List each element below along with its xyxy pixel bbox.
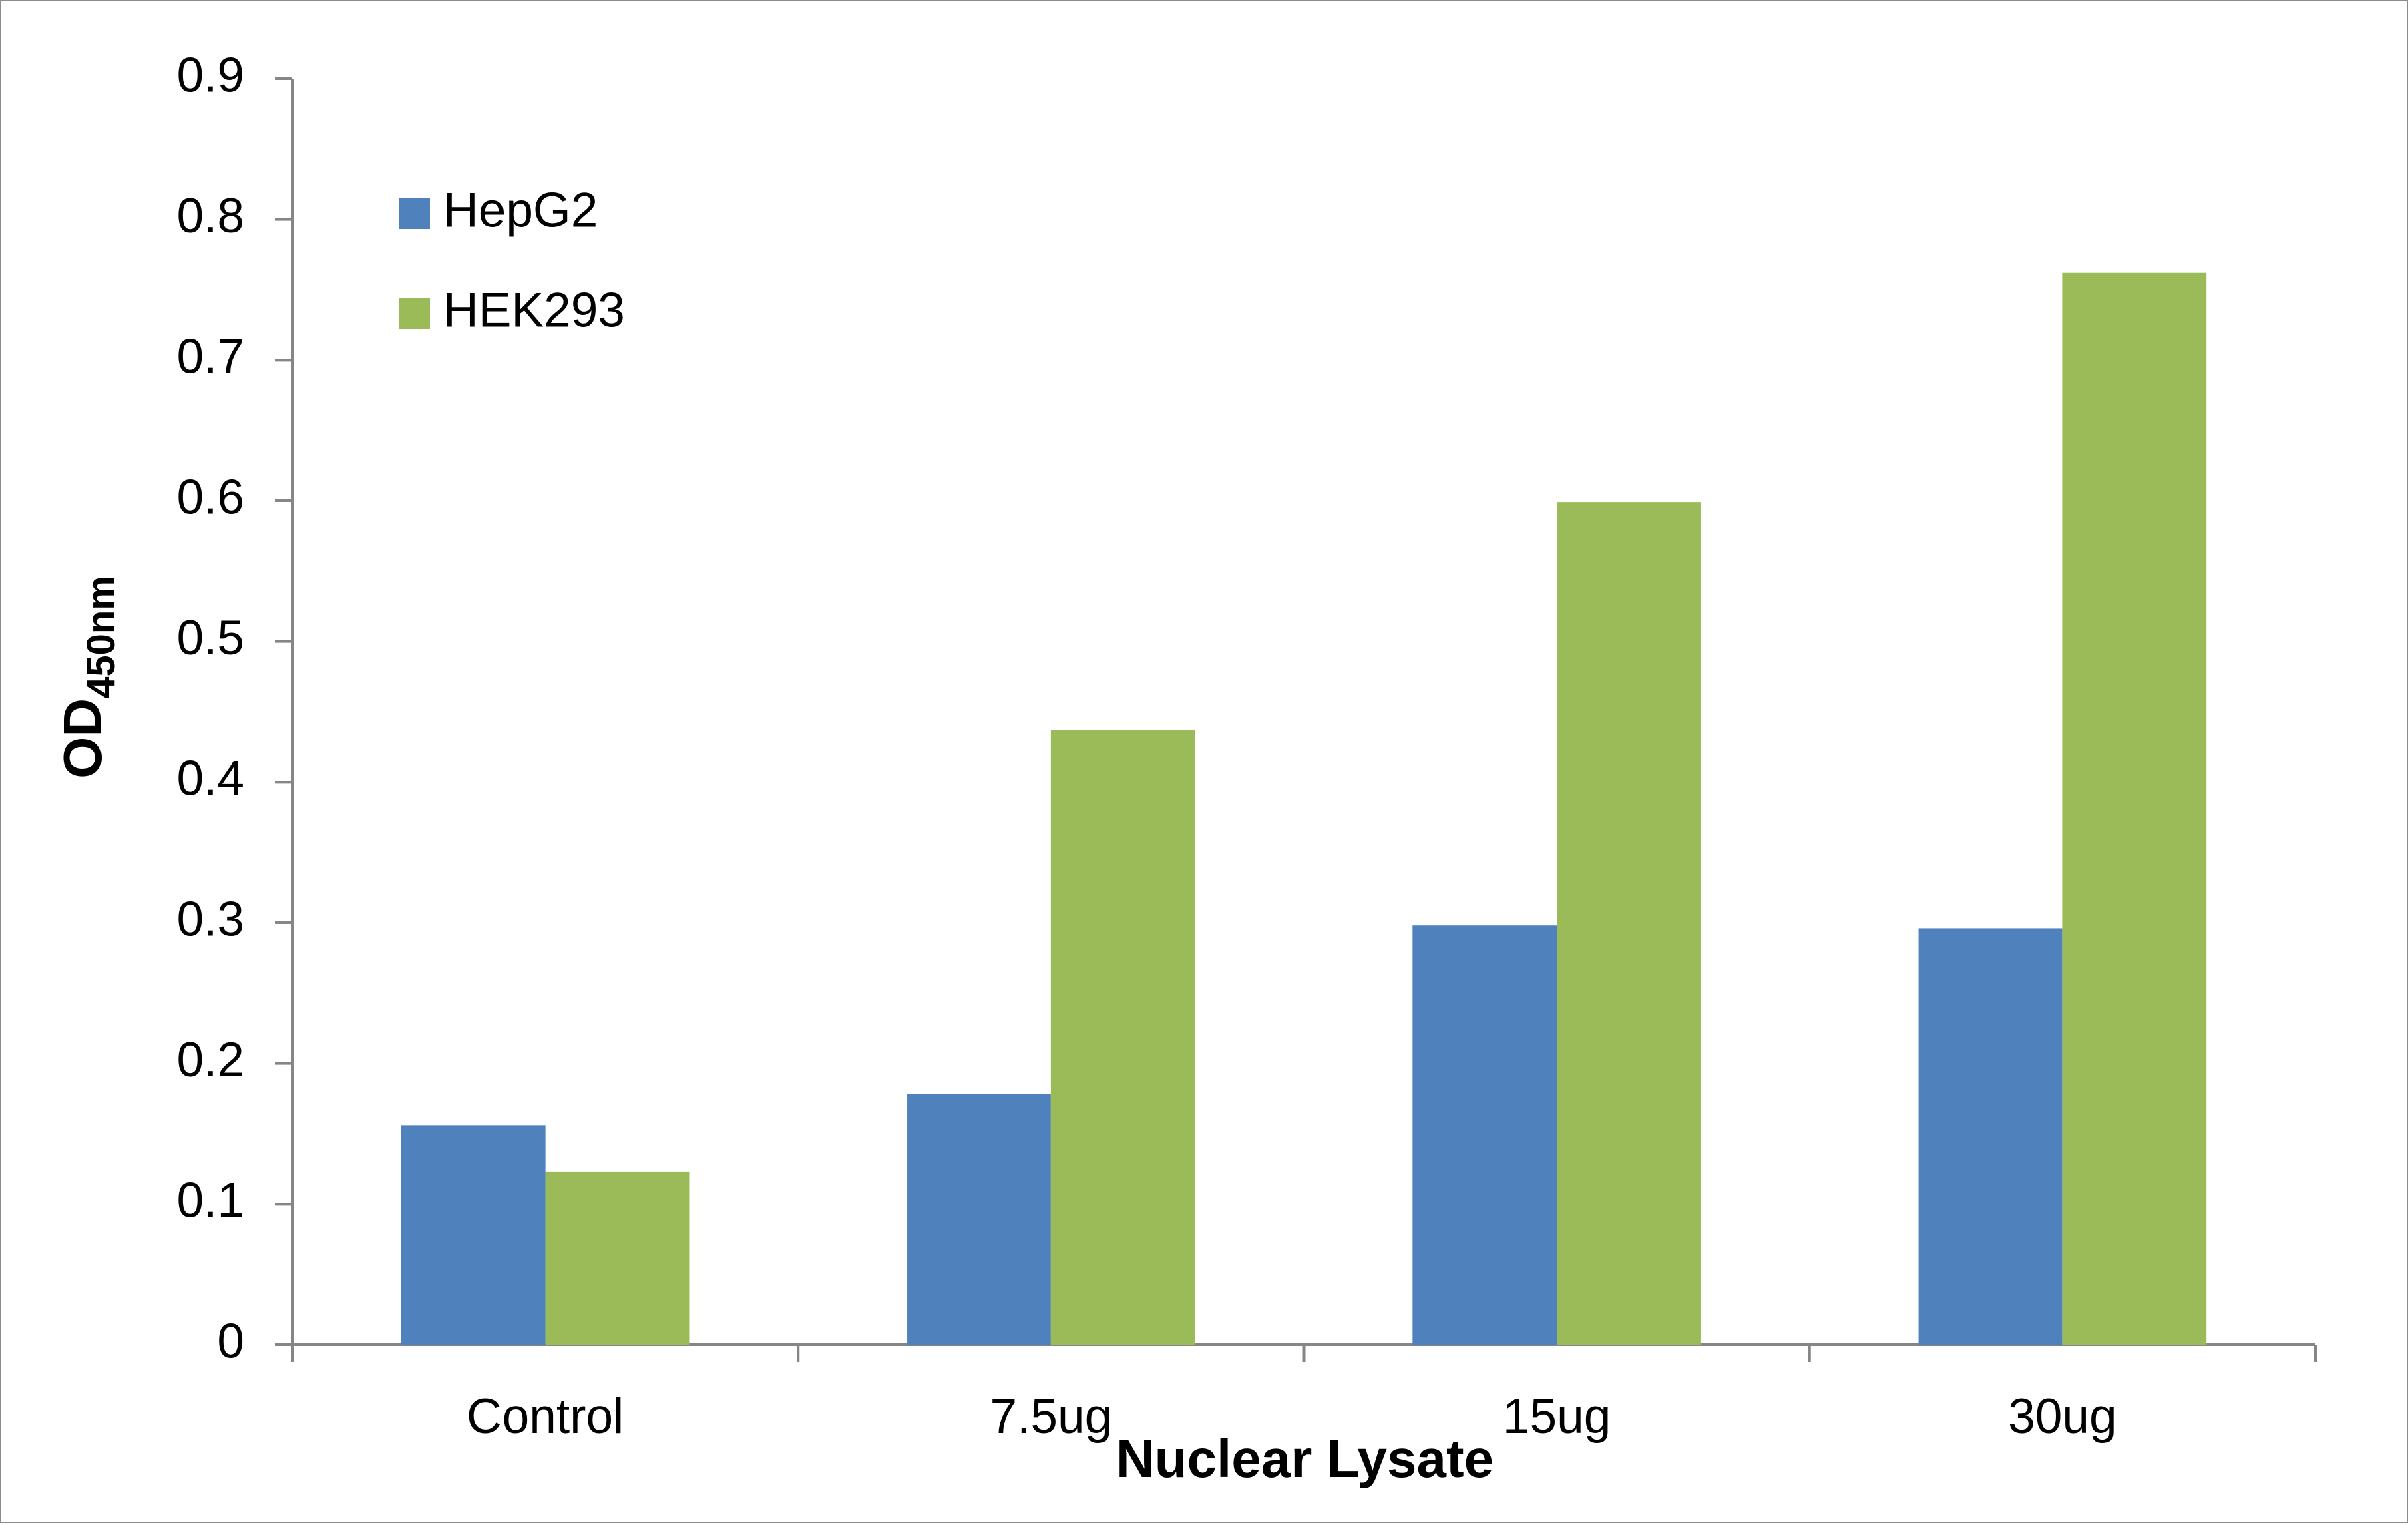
y-tick-label: 0.8 [177,189,244,243]
bar-hepg2-30ug [1918,928,2063,1345]
legend-label-hepg2: HepG2 [443,183,598,237]
x-tick-label: 30ug [2008,1389,2116,1444]
y-tick-label: 0.1 [177,1174,244,1228]
bar-hepg2-7-5ug [907,1094,1051,1345]
bar-hek293-30ug [2062,272,2207,1345]
bar-hepg2-15ug [1412,925,1557,1345]
x-axis-title: Nuclear Lysate [1116,1429,1494,1488]
legend-label-hek293: HEK293 [443,283,625,337]
legend-swatch-hepg2 [399,198,430,229]
y-tick-label: 0.5 [177,611,244,665]
bar-hek293-7-5ug [1050,730,1195,1345]
y-tick-label: 0.7 [177,330,244,384]
x-tick-label: 15ug [1502,1389,1611,1444]
y-tick-label: 0.9 [177,48,244,102]
x-tick-label: Control [467,1389,624,1444]
bar-hek293-15ug [1557,502,1701,1345]
bar-hepg2-control [401,1125,546,1345]
legend-swatch-hek293 [399,298,430,329]
x-tick-label: 7.5ug [990,1389,1113,1444]
y-axis-title-subscript: 450nm [79,576,123,698]
bars [401,272,2207,1345]
y-tick-label: 0.6 [177,470,244,524]
y-axis: 0 0.1 0.2 0.3 0.4 0.5 0.6 0.7 0.8 0.9 [177,48,294,1368]
y-tick-label: 0.3 [177,892,244,946]
y-tick-label: 0.4 [177,752,244,806]
y-axis-title: OD450nm [53,576,123,779]
bar-hek293-control [545,1171,690,1345]
y-tick-label: 0.2 [177,1033,244,1087]
y-tick-label: 0 [217,1314,244,1368]
y-axis-title-main: OD [53,698,112,779]
legend: HepG2 HEK293 [399,183,625,337]
